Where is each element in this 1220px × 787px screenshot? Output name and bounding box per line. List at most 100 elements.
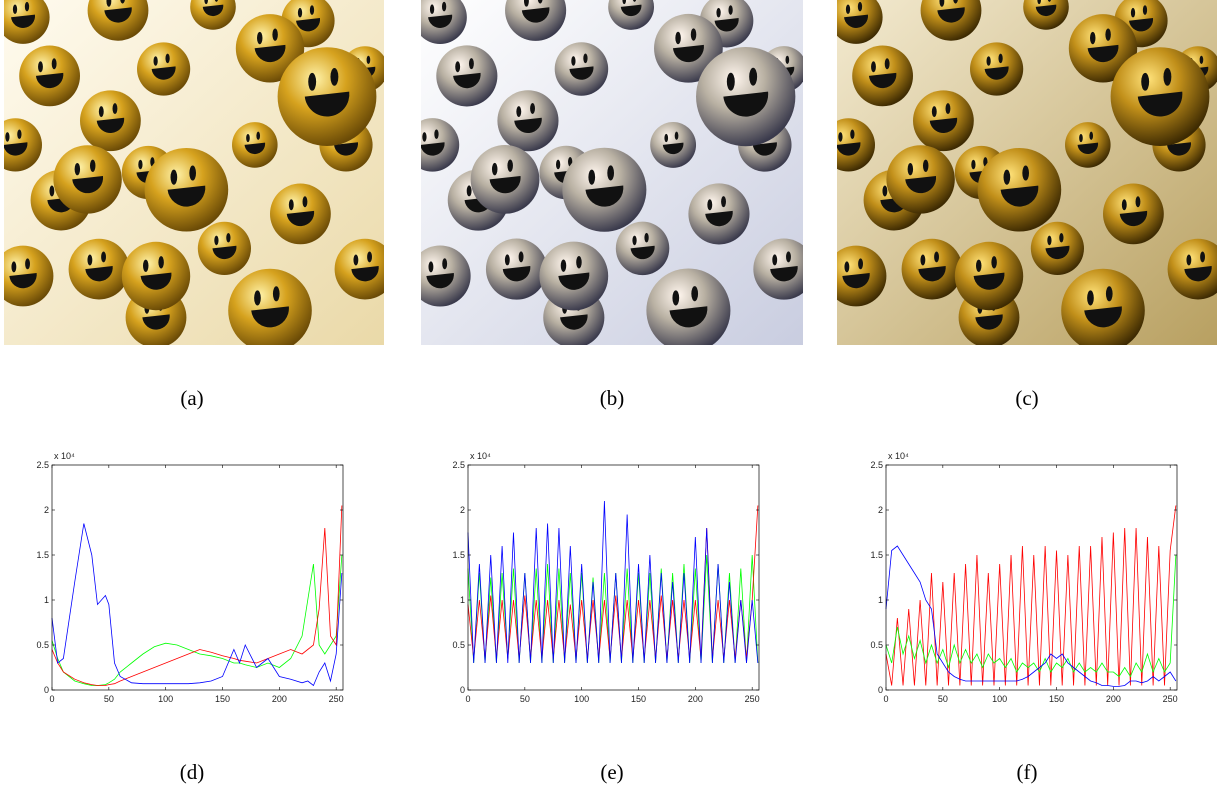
eye bbox=[434, 129, 439, 140]
mouth bbox=[918, 266, 946, 282]
eye bbox=[466, 185, 472, 197]
x-tick-label: 150 bbox=[215, 694, 230, 704]
mouth bbox=[85, 266, 113, 282]
ball bbox=[228, 268, 312, 345]
mouth bbox=[351, 266, 379, 282]
axes-box bbox=[885, 464, 1178, 691]
plot-area bbox=[468, 465, 759, 690]
mouth bbox=[489, 175, 521, 194]
line-series bbox=[885, 554, 1177, 678]
y-tick-label: 2.5 bbox=[452, 460, 465, 470]
mouth bbox=[558, 272, 590, 290]
eye bbox=[523, 0, 529, 7]
eye bbox=[749, 67, 758, 86]
eye bbox=[555, 159, 561, 170]
mouth bbox=[304, 91, 350, 117]
eye bbox=[74, 162, 81, 176]
ball bbox=[646, 268, 731, 345]
mouth bbox=[714, 18, 739, 32]
eye bbox=[976, 259, 982, 272]
eye bbox=[455, 61, 461, 73]
eye bbox=[786, 251, 791, 263]
eye bbox=[1199, 55, 1204, 64]
y-tick-label: 1.5 bbox=[452, 550, 465, 560]
eye bbox=[632, 235, 637, 246]
eye bbox=[189, 165, 197, 181]
eye bbox=[87, 254, 93, 266]
eye bbox=[272, 28, 278, 41]
mouth bbox=[723, 91, 769, 117]
eye bbox=[857, 1, 863, 12]
eye bbox=[17, 129, 22, 140]
eye bbox=[143, 259, 149, 272]
axes-box bbox=[467, 464, 760, 691]
y-tick-label: 1.5 bbox=[36, 550, 49, 560]
line-series bbox=[51, 505, 343, 686]
mouth bbox=[669, 306, 708, 328]
eye bbox=[571, 56, 576, 66]
mouth bbox=[72, 175, 104, 194]
eye bbox=[491, 162, 498, 176]
eye bbox=[257, 31, 263, 45]
eye bbox=[691, 286, 699, 302]
eye bbox=[664, 133, 669, 143]
line-series bbox=[51, 523, 343, 687]
mouth bbox=[9, 272, 37, 289]
eye bbox=[850, 129, 855, 140]
mouth bbox=[96, 117, 125, 133]
eye bbox=[153, 56, 158, 66]
x-tick-label: 150 bbox=[631, 694, 646, 704]
eye bbox=[1079, 133, 1083, 143]
mouth bbox=[142, 314, 170, 330]
eye bbox=[672, 290, 680, 306]
y-tick-label: 1 bbox=[878, 595, 883, 605]
x-tick-label: 200 bbox=[272, 694, 287, 704]
mouth bbox=[212, 245, 237, 260]
mouth bbox=[296, 18, 321, 32]
eye bbox=[158, 256, 164, 269]
eye bbox=[441, 1, 447, 12]
y-tick-label: 1.5 bbox=[870, 550, 883, 560]
axes-box bbox=[51, 464, 344, 691]
mouth bbox=[868, 72, 897, 89]
mouth bbox=[1119, 210, 1148, 227]
eye bbox=[920, 254, 926, 266]
eye bbox=[871, 61, 876, 73]
eye bbox=[25, 258, 30, 270]
eye bbox=[1047, 0, 1051, 2]
plot-area bbox=[886, 465, 1177, 690]
mouth bbox=[167, 185, 206, 207]
eye bbox=[170, 169, 178, 185]
mouth bbox=[1167, 142, 1192, 156]
eye bbox=[845, 4, 851, 15]
eye bbox=[726, 72, 735, 91]
x-tick-label: 0 bbox=[49, 694, 54, 704]
eye bbox=[309, 5, 315, 15]
eye bbox=[138, 159, 143, 170]
eye bbox=[721, 196, 726, 208]
mouth bbox=[11, 14, 36, 28]
line-series bbox=[885, 545, 1177, 687]
eye bbox=[785, 55, 790, 64]
mouth bbox=[752, 142, 777, 156]
eye bbox=[330, 67, 339, 86]
caption: (b) bbox=[600, 386, 625, 410]
x-tick-label: 200 bbox=[1106, 694, 1121, 704]
eye bbox=[1087, 290, 1094, 306]
eye bbox=[838, 132, 843, 142]
eye bbox=[607, 165, 615, 181]
mouth bbox=[770, 266, 798, 282]
y-tick-label: 0 bbox=[460, 685, 465, 695]
x-tick-label: 100 bbox=[992, 694, 1007, 704]
eye bbox=[89, 159, 96, 172]
mouth bbox=[334, 142, 359, 156]
mouth bbox=[837, 142, 861, 156]
eye bbox=[1090, 31, 1096, 45]
caption: (e) bbox=[600, 760, 623, 784]
eye bbox=[504, 254, 510, 266]
eye bbox=[507, 159, 513, 172]
caption: (a) bbox=[180, 386, 203, 410]
eye bbox=[922, 159, 929, 172]
eye bbox=[516, 106, 522, 118]
x-tick-label: 250 bbox=[1163, 694, 1178, 704]
